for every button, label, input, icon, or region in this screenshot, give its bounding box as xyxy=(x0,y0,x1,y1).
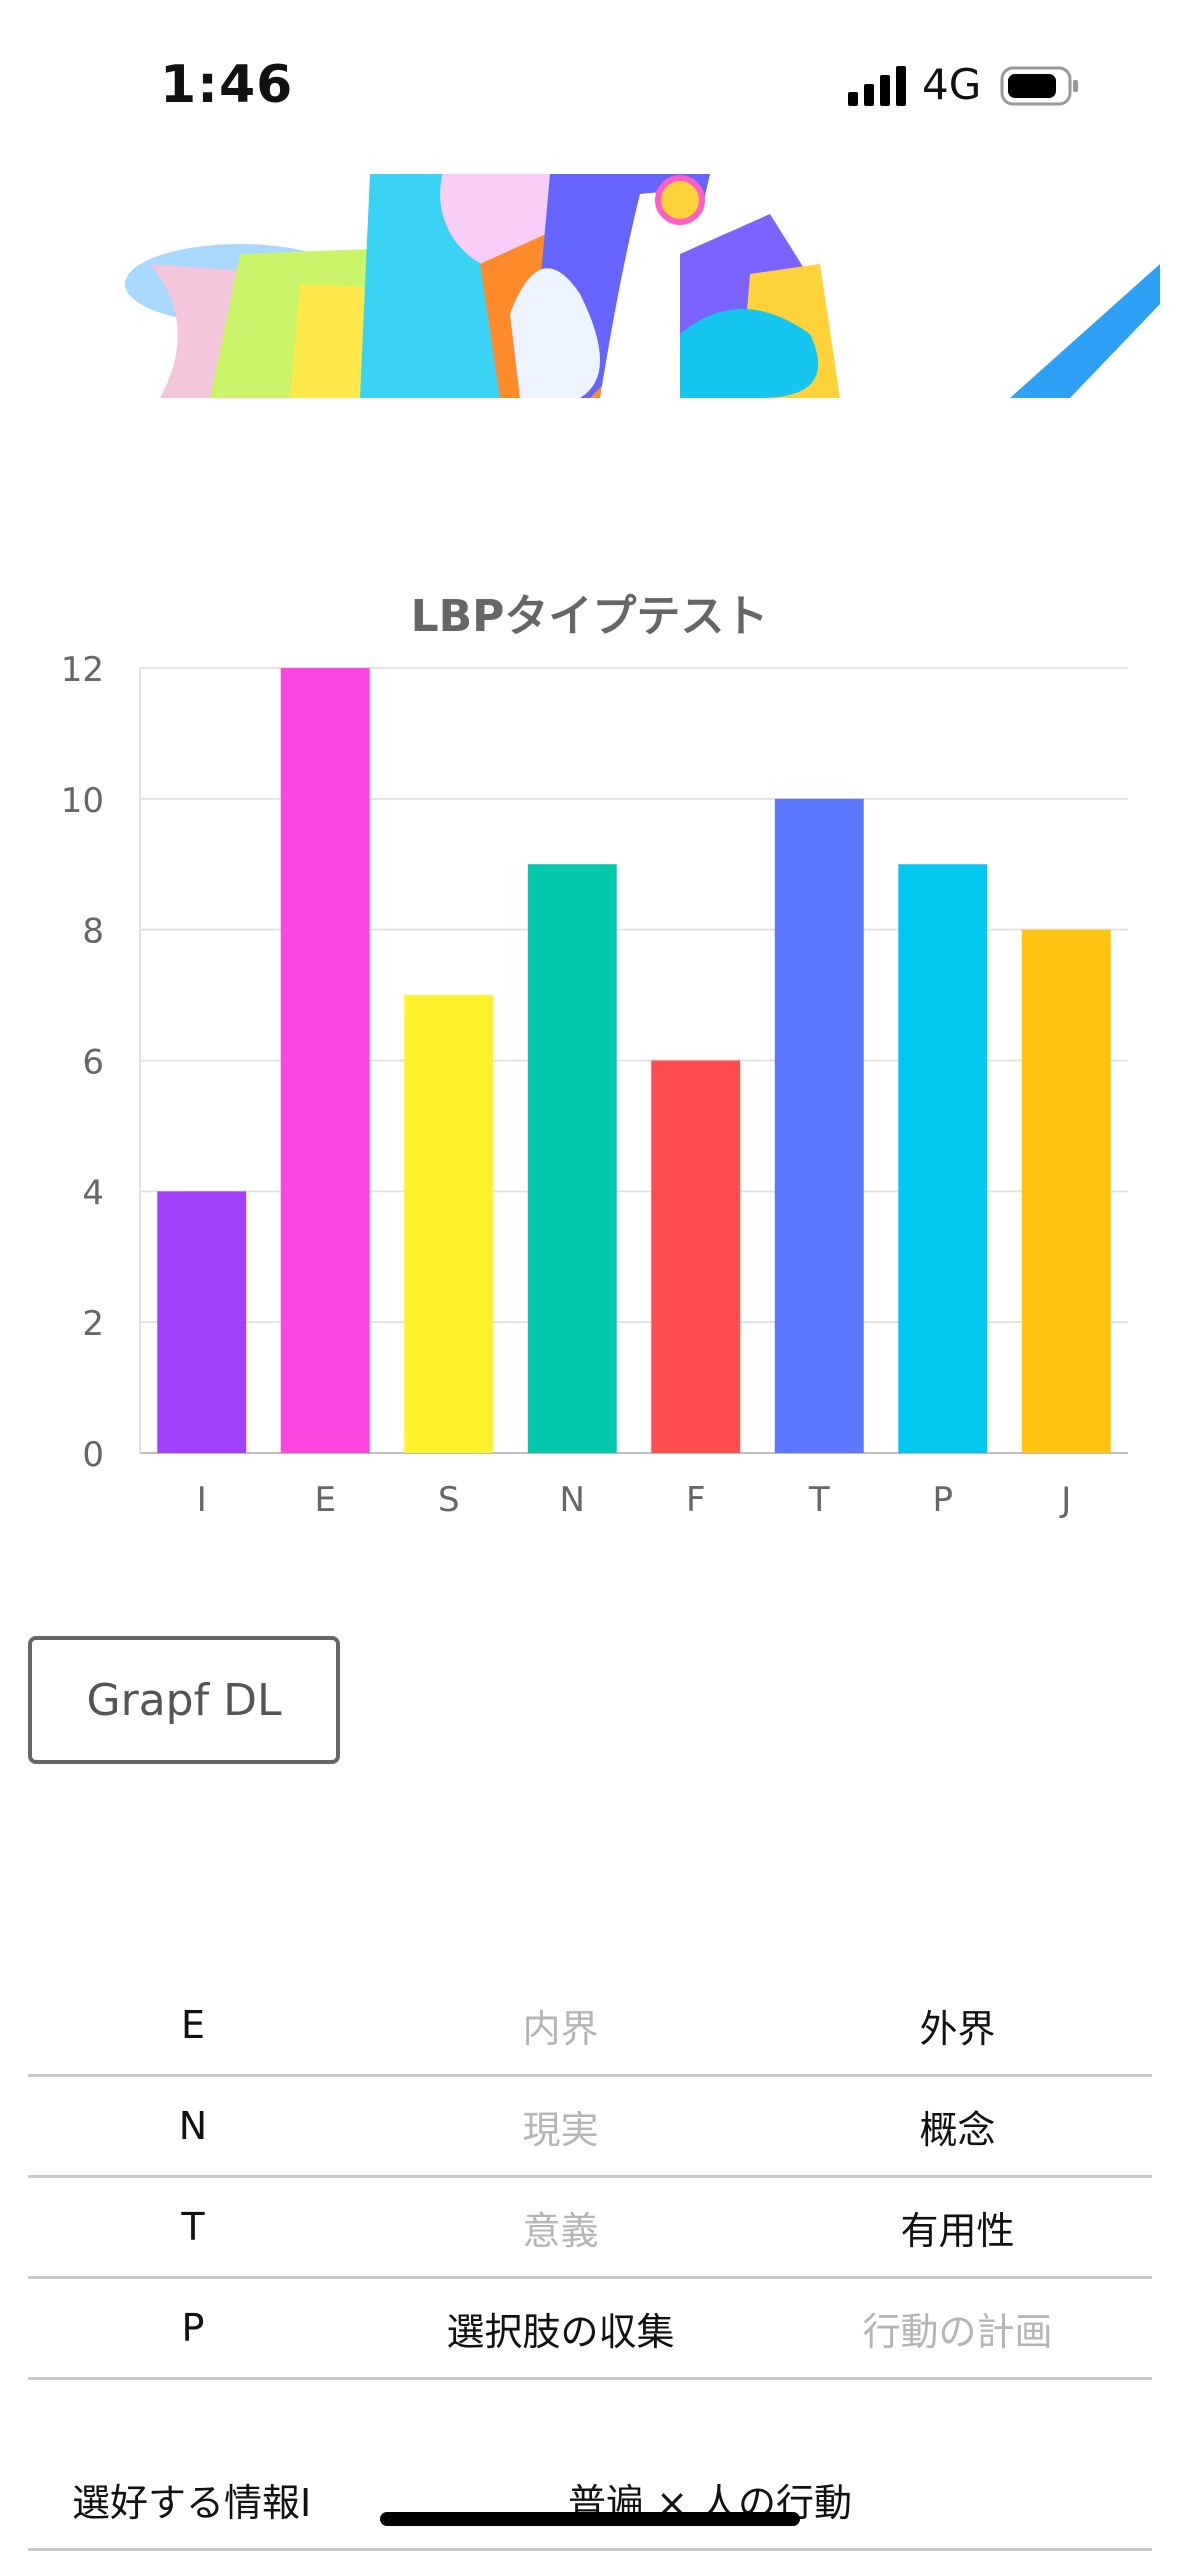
bar-P xyxy=(898,864,988,1453)
type-option-right: 概念 xyxy=(919,2107,996,2152)
bar-T xyxy=(774,798,864,1453)
home-indicator[interactable] xyxy=(380,2512,800,2526)
y-tick-label: 12 xyxy=(61,650,104,690)
type-chart: 0 2 4 6 8 10 12 I E S N F T P J LBPタイプテスト xyxy=(0,560,1179,1560)
bar-J xyxy=(1021,929,1111,1453)
x-tick-label: N xyxy=(560,1480,585,1520)
chart-title: LBPタイプテスト xyxy=(410,591,769,642)
type-row-n: N 現実 概念 xyxy=(28,2077,1152,2178)
x-tick-label: J xyxy=(1059,1480,1071,1520)
graph-download-button[interactable]: Grapf DL xyxy=(28,1636,340,1764)
type-option-left: 現実 xyxy=(522,2107,599,2152)
bar-N xyxy=(527,864,617,1453)
x-tick-label: F xyxy=(686,1480,706,1520)
type-letter: E xyxy=(180,2003,205,2047)
battery-icon xyxy=(1000,66,1078,106)
bar-I xyxy=(157,1191,247,1453)
y-tick-label: 8 xyxy=(82,912,104,952)
y-tick-label: 4 xyxy=(82,1173,104,1213)
x-tick-label: I xyxy=(197,1480,207,1520)
bar-E xyxy=(280,668,370,1453)
signal-icon xyxy=(848,66,906,106)
network-type: 4G xyxy=(922,60,982,109)
type-option-left: 意義 xyxy=(522,2208,599,2253)
x-tick-label: S xyxy=(438,1480,460,1520)
bar-chart-canvas: 0 2 4 6 8 10 12 I E S N F T P J xyxy=(61,650,1128,1520)
type-row-e: E 内界 外界 xyxy=(28,1976,1152,2077)
type-option-right: 行動の計画 xyxy=(862,2309,1053,2354)
y-tick-label: 6 xyxy=(82,1043,104,1083)
type-table: E 内界 外界 N 現実 概念 T 意義 有用性 P 選択肢の収集 行動の計画 xyxy=(28,1976,1152,2380)
y-tick-label: 0 xyxy=(82,1435,104,1475)
status-time: 1:46 xyxy=(160,55,294,115)
type-letter: P xyxy=(181,2306,205,2350)
preference-label: 選好する情報I xyxy=(72,2480,312,2525)
y-tick-label: 10 xyxy=(61,781,104,821)
preference-row: 選好する情報I 普遍 × 人の行動 xyxy=(28,2450,1152,2551)
status-bar: 1:46 4G xyxy=(0,0,1179,170)
type-row-p: P 選択肢の収集 行動の計画 xyxy=(28,2279,1152,2380)
type-option-right: 有用性 xyxy=(900,2208,1015,2253)
hero-illustration xyxy=(125,174,1160,398)
type-row-t: T 意義 有用性 xyxy=(28,2178,1152,2279)
x-tick-label: E xyxy=(315,1480,336,1520)
type-option-right: 外界 xyxy=(919,2006,996,2051)
x-tick-label: P xyxy=(932,1480,953,1520)
type-letter: T xyxy=(181,2205,205,2249)
type-option-left: 内界 xyxy=(522,2006,599,2051)
bar-S xyxy=(404,995,494,1453)
bar-F xyxy=(651,1060,741,1453)
y-tick-label: 2 xyxy=(82,1304,104,1344)
type-letter: N xyxy=(178,2104,208,2148)
type-option-left: 選択肢の収集 xyxy=(446,2309,675,2354)
x-tick-label: T xyxy=(808,1480,830,1520)
